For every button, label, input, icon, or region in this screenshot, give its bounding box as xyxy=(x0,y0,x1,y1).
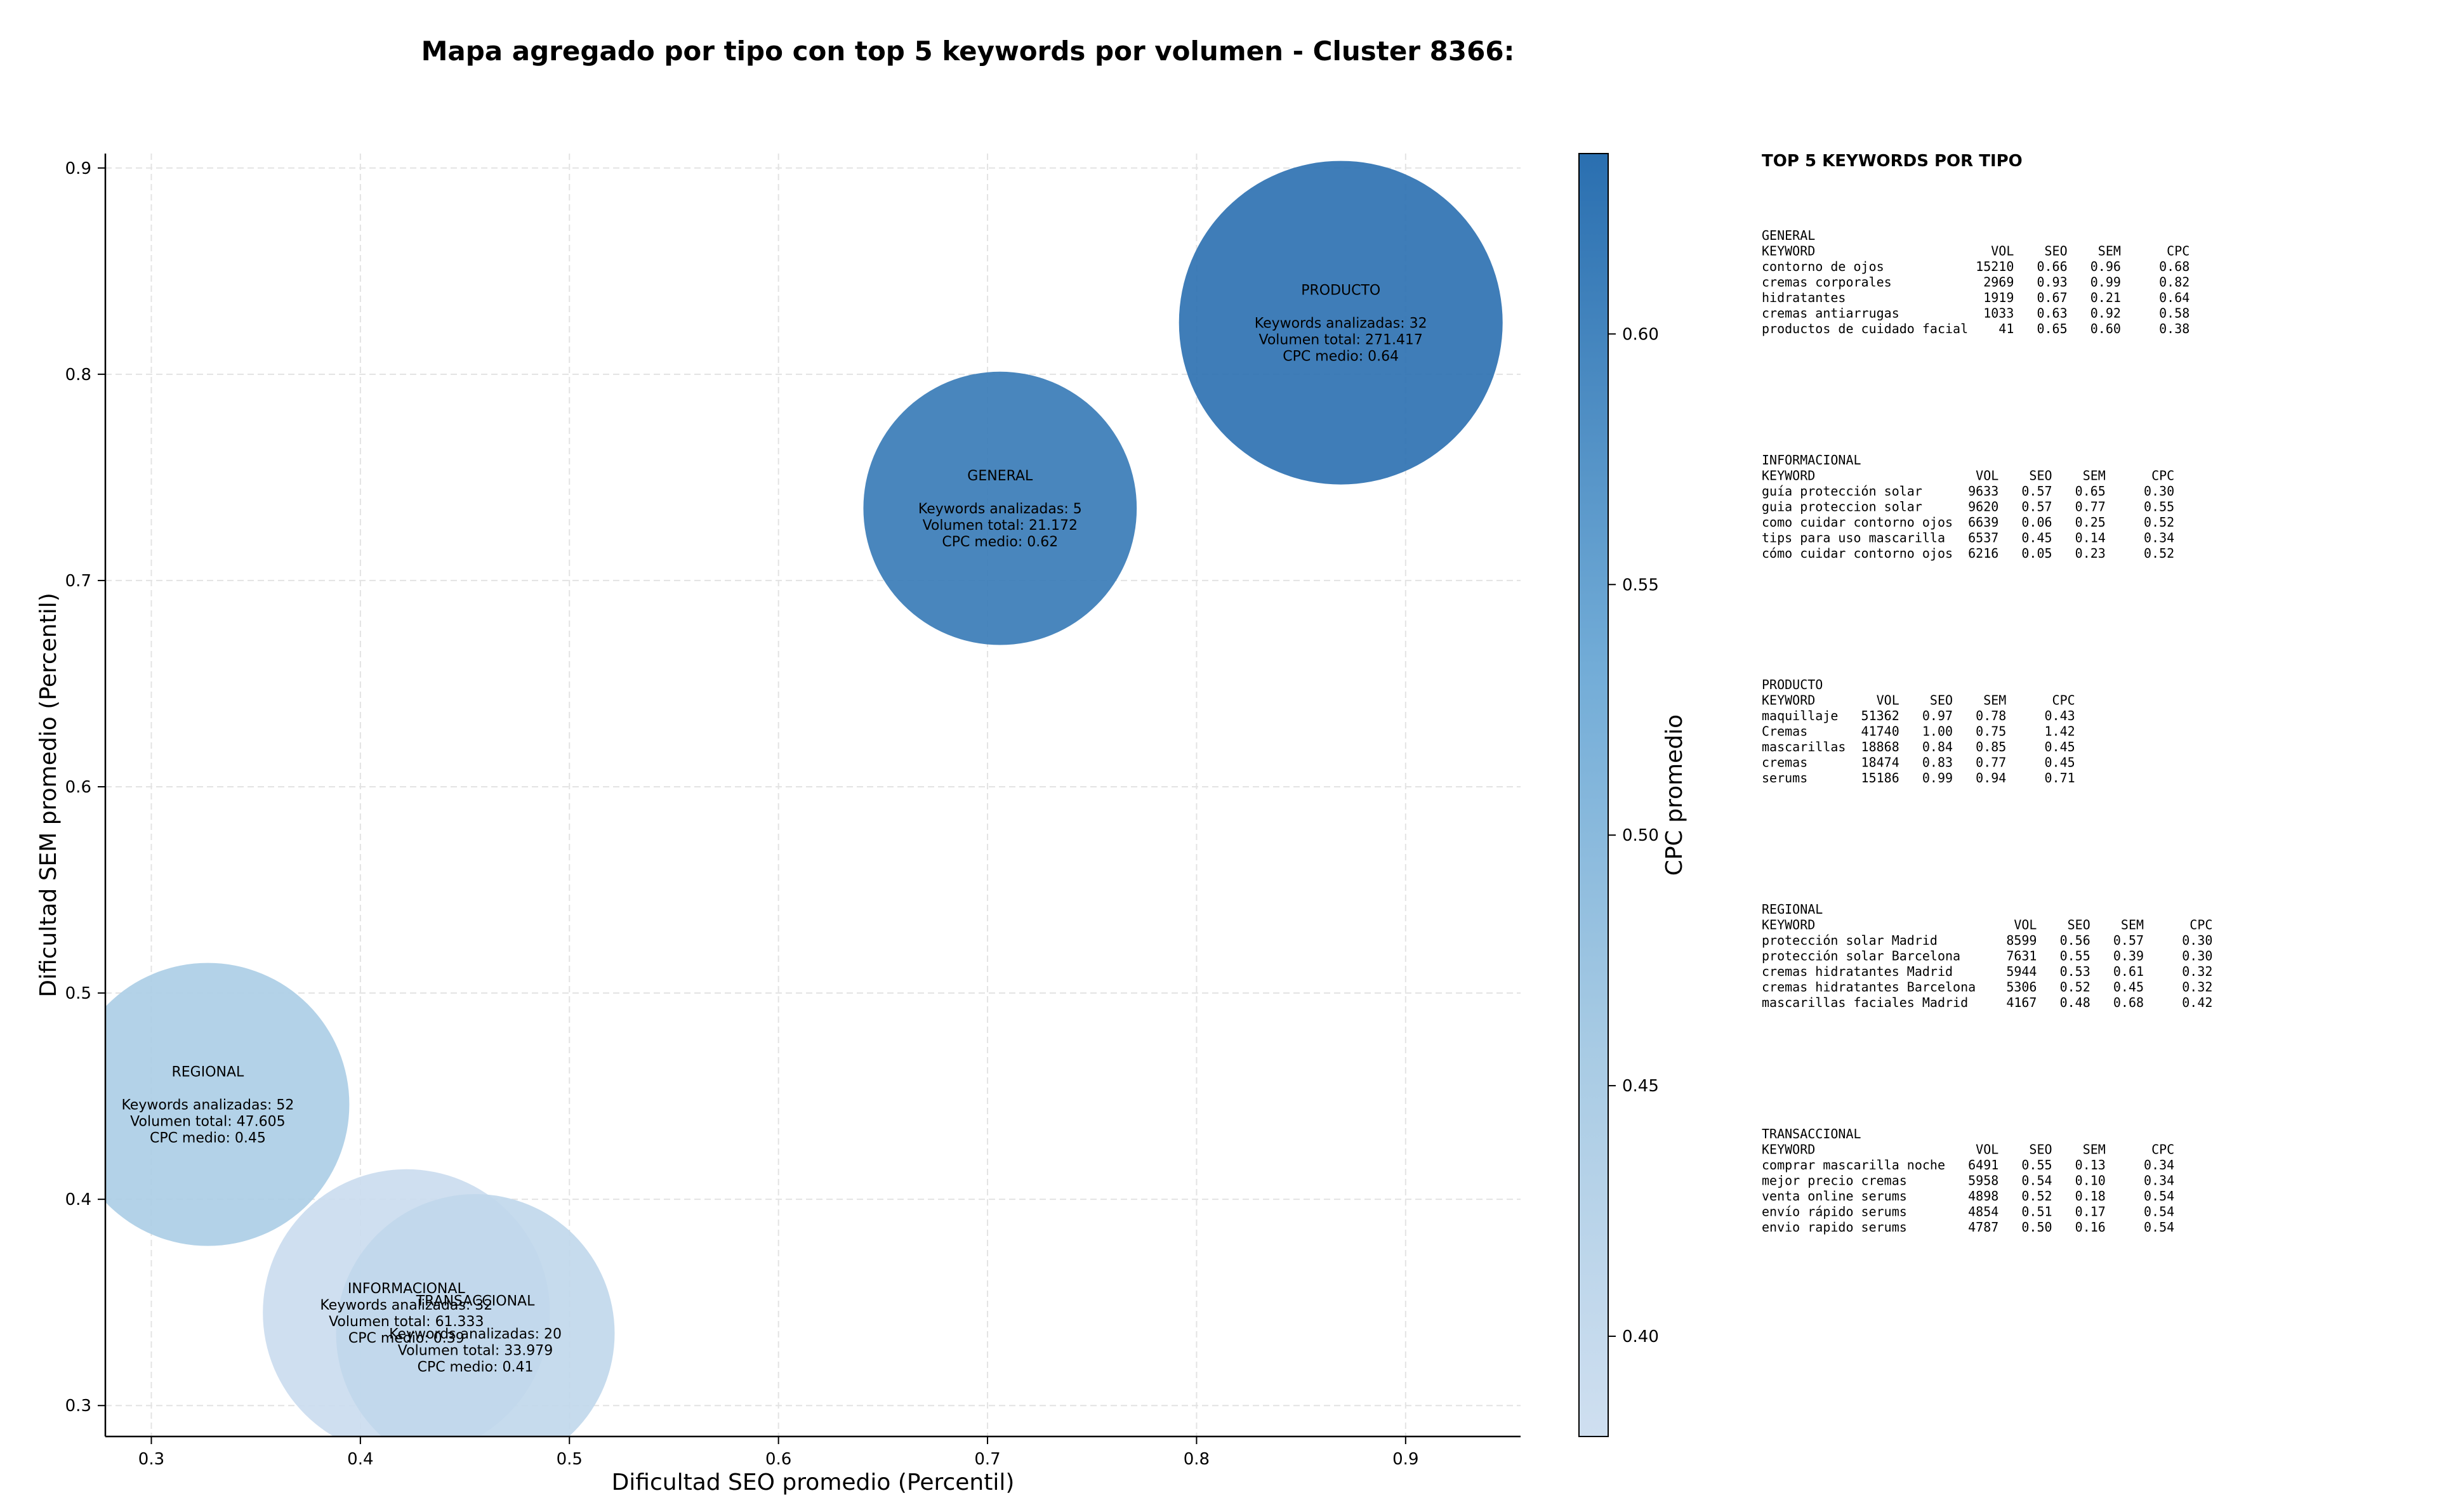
panel-row: cremas antiarrugas 1033 0.63 0.92 0.58 xyxy=(1762,306,2189,321)
panel-row: tips para uso mascarilla 6537 0.45 0.14 … xyxy=(1762,530,2174,546)
panel-row: KEYWORD VOL SEO SEM CPC xyxy=(1762,468,2174,483)
x-tick-label: 0.9 xyxy=(1392,1450,1418,1469)
panel-group-header: INFORMACIONAL xyxy=(1762,452,1861,468)
colorbar-tick-label: 0.40 xyxy=(1622,1327,1659,1346)
y-tick-label: 0.6 xyxy=(65,778,91,797)
chart-title: Mapa agregado por tipo con top 5 keyword… xyxy=(421,36,1515,67)
panel-row: hidratantes 1919 0.67 0.21 0.64 xyxy=(1762,290,2189,305)
bubble-label-line: Keywords analizadas: 5 xyxy=(918,501,1082,517)
panel-row: venta online serums 4898 0.52 0.18 0.54 xyxy=(1762,1188,2174,1204)
bubble-label-line: PRODUCTO xyxy=(1301,283,1380,299)
bubble-regional xyxy=(105,963,350,1246)
axis-ticks: 0.3 0.4 0.5 0.6 0.7 0.8 0.9 0.3 0.4 0.5 0.6 0.7 0.8 0… xyxy=(65,159,1419,1469)
panel-row: comprar mascarilla noche 6491 0.55 0.13 … xyxy=(1762,1157,2174,1173)
panel-row: cremas hidratantes Barcelona 5306 0.52 0… xyxy=(1762,980,2212,995)
panel-row: protección solar Madrid 8599 0.56 0.57 0… xyxy=(1762,933,2212,948)
y-tick-label: 0.9 xyxy=(65,159,91,178)
y-tick-label: 0.4 xyxy=(65,1190,91,1209)
bubble-label-line: Keywords analizadas: 32 xyxy=(320,1298,492,1313)
colorbar-tick-label: 0.55 xyxy=(1622,575,1659,595)
panel-row: KEYWORD VOL SEO SEM CPC xyxy=(1762,1142,2174,1157)
bubble-label-line: CPC medio: 0.45 xyxy=(150,1131,266,1147)
colorbar xyxy=(1578,153,1609,1437)
panel-group-header: GENERAL xyxy=(1762,228,1815,243)
bubble-producto xyxy=(1179,161,1503,485)
bubble-label-line: CPC medio: 0.41 xyxy=(418,1359,534,1375)
bubble-transaccional xyxy=(336,1194,615,1436)
x-tick-label: 0.3 xyxy=(138,1450,164,1469)
panel-row: cremas hidratantes Madrid 5944 0.53 0.61… xyxy=(1762,964,2212,979)
panel-group-header: PRODUCTO xyxy=(1762,677,1823,692)
y-tick-label: 0.8 xyxy=(65,365,91,385)
bubble-label-line: Volumen total: 33.979 xyxy=(398,1343,553,1358)
x-axis-label: Dificultad SEO promedio (Percentil) xyxy=(612,1469,1015,1496)
x-tick-label: 0.6 xyxy=(765,1450,791,1469)
panel-row: como cuidar contorno ojos 6639 0.06 0.25… xyxy=(1762,515,2174,530)
bubble-label-line: Volumen total: 21.172 xyxy=(923,518,1078,534)
panel-row: KEYWORD VOL SEO SEM CPC xyxy=(1762,244,2189,259)
panel-row: guía protección solar 9633 0.57 0.65 0.3… xyxy=(1762,483,2174,499)
colorbar-tick-label: 0.45 xyxy=(1622,1077,1659,1096)
bubble-layer xyxy=(105,161,1503,1436)
panel-row: cómo cuidar contorno ojos 6216 0.05 0.23… xyxy=(1762,546,2174,561)
y-tick-label: 0.3 xyxy=(65,1397,91,1416)
panel-row: envio rapido serums 4787 0.50 0.16 0.54 xyxy=(1762,1219,2174,1235)
bubble-label-line: Volumen total: 271.417 xyxy=(1258,332,1422,348)
panel-row: productos de cuidado facial 41 0.65 0.60… xyxy=(1762,321,2189,336)
panel-group-header: TRANSACCIONAL xyxy=(1762,1126,1861,1141)
x-tick-label: 0.8 xyxy=(1184,1450,1210,1469)
colorbar-label: CPC promedio xyxy=(1661,714,1687,876)
y-tick-label: 0.7 xyxy=(65,572,91,591)
side-panel-title: TOP 5 KEYWORDS POR TIPO xyxy=(1762,152,2023,171)
colorbar-tick-label: 0.50 xyxy=(1622,826,1659,845)
bubble-label-line: TRANSACCIONAL xyxy=(416,1293,535,1309)
panel-row: mejor precio cremas 5958 0.54 0.10 0.34 xyxy=(1762,1173,2174,1188)
bubble-label-line: INFORMACIONAL xyxy=(348,1281,466,1297)
colorbar-tick-label: 0.60 xyxy=(1622,325,1659,344)
panel-group-header: REGIONAL xyxy=(1762,902,1823,917)
bubble-label-line: CPC medio: 0.62 xyxy=(942,534,1058,550)
panel-row: cremas corporales 2969 0.93 0.99 0.82 xyxy=(1762,275,2189,290)
panel-row: serums 15186 0.99 0.94 0.71 xyxy=(1762,770,2075,786)
bubble-label-line: GENERAL xyxy=(967,468,1033,484)
panel-row: contorno de ojos 15210 0.66 0.96 0.68 xyxy=(1762,259,2189,274)
panel-row: cremas 18474 0.83 0.77 0.45 xyxy=(1762,755,2075,770)
panel-row: KEYWORD VOL SEO SEM CPC xyxy=(1762,917,2212,933)
panel-row: maquillaje 51362 0.97 0.78 0.43 xyxy=(1762,708,2075,723)
panel-row: mascarillas 18868 0.84 0.85 0.45 xyxy=(1762,739,2075,754)
y-tick-label: 0.5 xyxy=(65,984,91,1003)
panel-row: KEYWORD VOL SEO SEM CPC xyxy=(1762,693,2075,708)
bubble-label-line: Keywords analizadas: 20 xyxy=(389,1326,562,1342)
x-tick-label: 0.5 xyxy=(557,1450,583,1469)
bubble-label-line: Keywords analizadas: 52 xyxy=(121,1098,294,1114)
bubble-label-line: CPC medio: 0.64 xyxy=(1283,349,1399,365)
bubble-label-line: Keywords analizadas: 32 xyxy=(1255,316,1427,332)
colorbar-ticks: 0.40 0.45 0.50 0.55 0.60 xyxy=(1608,325,1659,1346)
bubble-label-line: REGIONAL xyxy=(171,1065,244,1081)
x-tick-label: 0.4 xyxy=(347,1450,373,1469)
panel-row: envío rápido serums 4854 0.51 0.17 0.54 xyxy=(1762,1204,2174,1219)
panel-row: protección solar Barcelona 7631 0.55 0.3… xyxy=(1762,949,2212,964)
panel-row: mascarillas faciales Madrid 4167 0.48 0.… xyxy=(1762,995,2212,1010)
bubble-general xyxy=(863,371,1137,645)
bubble-label-line: CPC medio: 0.39 xyxy=(348,1331,465,1346)
y-axis-label: Dificultad SEM promedio (Percentil) xyxy=(36,593,62,997)
panel-row: Cremas 41740 1.00 0.75 1.42 xyxy=(1762,724,2075,739)
x-tick-label: 0.7 xyxy=(974,1450,1000,1469)
bubble-label-line: Volumen total: 61.333 xyxy=(329,1314,484,1330)
bubble-label-line: Volumen total: 47.605 xyxy=(130,1114,285,1130)
panel-row: guia proteccion solar 9620 0.57 0.77 0.5… xyxy=(1762,499,2174,515)
